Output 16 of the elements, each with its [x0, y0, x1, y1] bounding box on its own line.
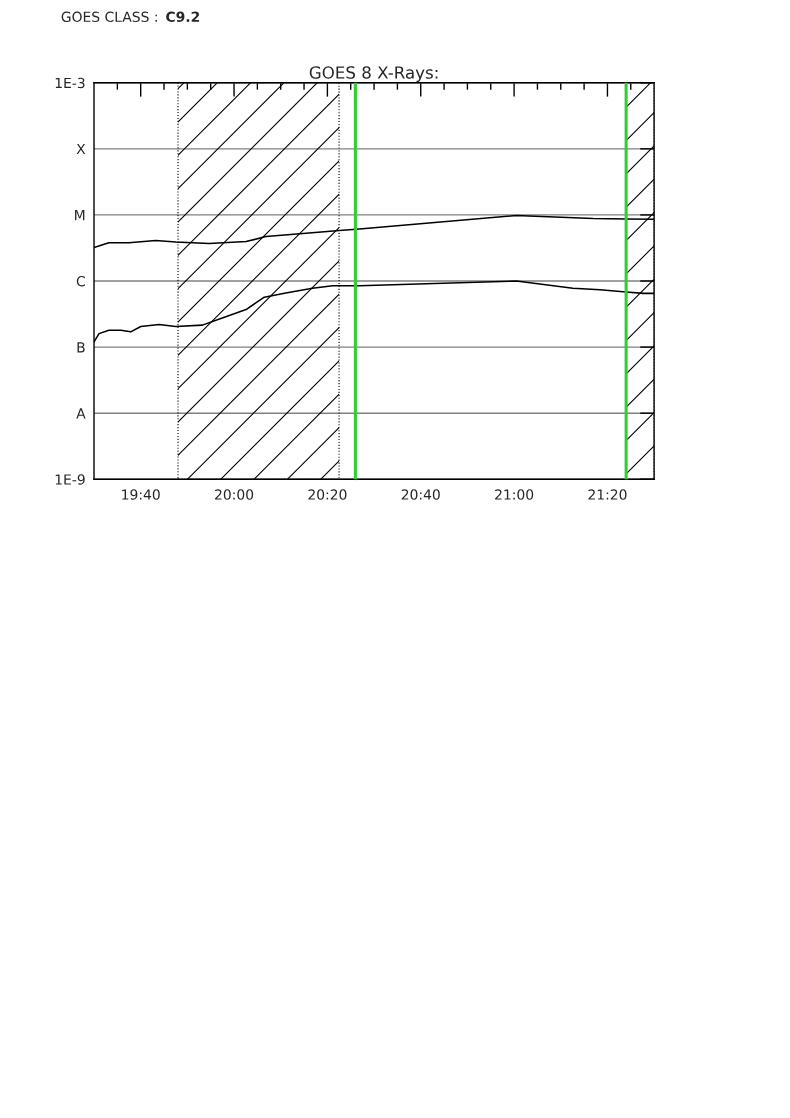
chart-title: GOES 8 X-Rays: [309, 66, 438, 83]
y-tick-label: A [76, 408, 86, 419]
text: C9.2 [166, 11, 200, 23]
x-tick-label: 19:40 [122, 489, 160, 500]
x-tick-label: 21:20 [588, 489, 627, 500]
y-tick-label: B [77, 342, 85, 353]
y-tick-label: C [76, 275, 85, 287]
x-tick-label: 21:00 [495, 489, 534, 500]
y-tick-label: 1E-9 [55, 474, 85, 485]
x-tick-label: 20:40 [401, 489, 440, 500]
y-tick-label: X [76, 143, 86, 155]
x-tick-label: 20:20 [308, 489, 347, 500]
text: GOES CLASS : [61, 11, 157, 23]
y-tick-label: M [75, 210, 85, 221]
y-tick-label: 1E-3 [55, 77, 85, 89]
x-tick-label: 20:00 [215, 489, 254, 500]
